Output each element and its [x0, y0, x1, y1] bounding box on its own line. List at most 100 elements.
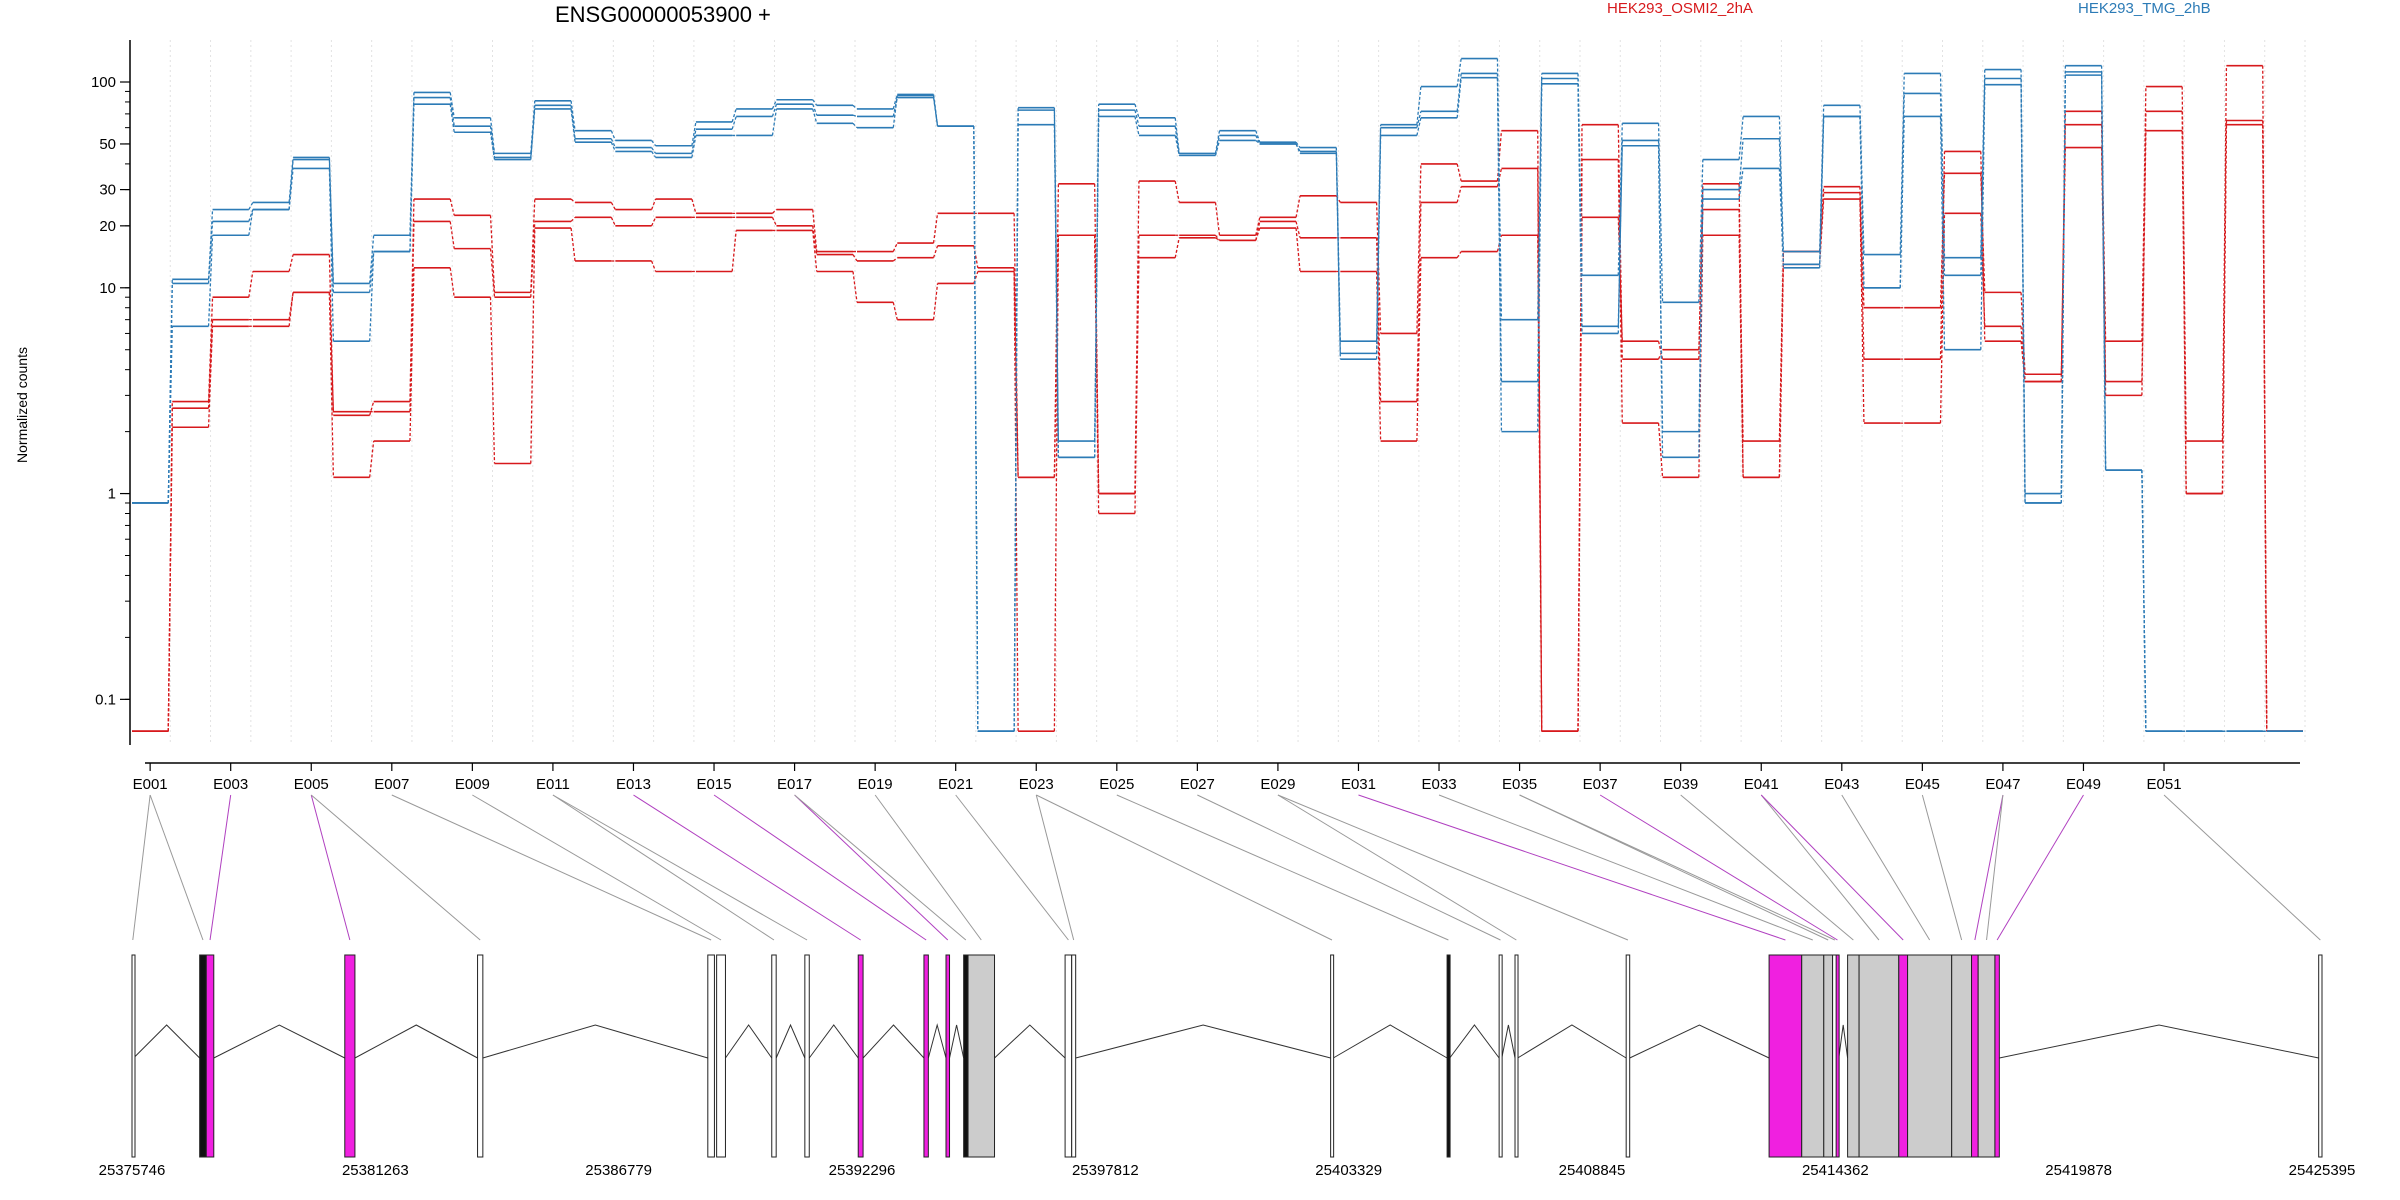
exon-label: E037 — [1583, 776, 1618, 793]
exon-box — [477, 954, 484, 1158]
exon-box — [1835, 954, 1840, 1158]
intron-line — [927, 1023, 947, 1059]
exon-connector — [1996, 794, 2084, 941]
legend-series-osmi2: HEK293_OSMI2_2hA — [1607, 0, 1753, 17]
exon-label: E021 — [938, 776, 973, 793]
legend-series-tmg: HEK293_TMG_2hB — [2078, 0, 2211, 17]
exon-box — [1446, 954, 1451, 1158]
exon-label: E049 — [2066, 776, 2101, 793]
genomic-coordinate: 25386779 — [585, 1162, 652, 1179]
exon-box — [1071, 954, 1077, 1158]
exon-box — [131, 954, 136, 1158]
intron-line — [1999, 1024, 2319, 1059]
exon-connector — [391, 794, 712, 941]
y-tick-label: 10 — [99, 280, 116, 297]
intron-line — [482, 1024, 708, 1059]
exon-connector — [713, 794, 927, 941]
exon-box — [963, 954, 969, 1158]
exon-label: E051 — [2147, 776, 2182, 793]
exon-connector — [310, 794, 351, 941]
intron-line — [354, 1024, 478, 1059]
exon-label: E005 — [294, 776, 329, 793]
exon-label: E007 — [374, 776, 409, 793]
intron-line — [1075, 1024, 1331, 1059]
exon-connector — [1760, 794, 1880, 941]
genomic-coordinate: 25381263 — [342, 1162, 409, 1179]
genomic-coordinate: 25419878 — [2045, 1162, 2112, 1179]
exon-box — [1064, 954, 1073, 1158]
exon-label: E025 — [1099, 776, 1134, 793]
exon-box — [1951, 954, 1973, 1158]
exon-connector — [1277, 794, 1517, 941]
exon-box — [771, 954, 777, 1158]
exon-label: E019 — [858, 776, 893, 793]
genomic-coordinate: 25375746 — [99, 1162, 166, 1179]
exon-label: E001 — [133, 776, 168, 793]
genomic-coordinate: 25392296 — [829, 1162, 896, 1179]
exon-connector — [1358, 794, 1786, 941]
exon-label: E017 — [777, 776, 812, 793]
exon-connector — [633, 794, 861, 941]
exon-box — [707, 954, 715, 1158]
exon-connector — [310, 794, 481, 941]
exon-connector — [1036, 794, 1333, 941]
exon-box — [1858, 954, 1900, 1158]
exon-connector — [1760, 794, 1904, 941]
exon-box — [804, 954, 810, 1158]
genomic-coordinate: 25397812 — [1072, 1162, 1139, 1179]
exon-box — [923, 954, 929, 1158]
exon-box — [199, 954, 207, 1158]
exon-box — [1514, 954, 1519, 1158]
exon-label: E031 — [1341, 776, 1376, 793]
exon-label: E003 — [213, 776, 248, 793]
y-tick-label: 20 — [99, 218, 116, 235]
exon-box — [1768, 954, 1803, 1158]
exon-box — [2318, 954, 2323, 1158]
exon-box — [1330, 954, 1335, 1158]
exon-label: E047 — [1985, 776, 2020, 793]
intron-line — [213, 1024, 346, 1059]
exon-connector — [472, 794, 722, 941]
exon-connector — [1277, 794, 1629, 941]
exon-connector — [552, 794, 808, 941]
exon-box — [1498, 954, 1503, 1158]
exon-connector — [955, 794, 1069, 941]
exon-connector — [209, 794, 232, 941]
exon-connector — [1841, 794, 1931, 941]
exon-connector — [1197, 794, 1501, 941]
exon-label: E023 — [1019, 776, 1054, 793]
genomic-coordinate: 25425395 — [2289, 1162, 2356, 1179]
intron-line — [1501, 1024, 1516, 1059]
exon-box — [857, 954, 864, 1158]
exon-label: E027 — [1180, 776, 1215, 793]
genomic-coordinate: 25408845 — [1559, 1162, 1626, 1179]
intron-line — [862, 1024, 925, 1059]
intron-line — [1838, 1024, 1849, 1059]
exon-connector — [794, 794, 949, 941]
exon-box — [716, 954, 726, 1158]
exon-box — [967, 954, 996, 1158]
genomic-coordinate: 25403329 — [1315, 1162, 1382, 1179]
exon-label: E015 — [697, 776, 732, 793]
exon-label: E035 — [1502, 776, 1537, 793]
exon-connector — [794, 794, 967, 941]
exon-label: E009 — [455, 776, 490, 793]
exon-box — [1898, 954, 1909, 1158]
exon-connector — [1986, 794, 2004, 941]
exon-connector — [2163, 794, 2321, 941]
exon-box — [344, 954, 356, 1158]
exon-connector — [132, 794, 151, 941]
exon-connector — [1438, 794, 1813, 941]
exon-label: E033 — [1422, 776, 1457, 793]
intron-line — [775, 1023, 806, 1059]
y-tick-label: 30 — [99, 182, 116, 199]
exon-connector — [874, 794, 982, 941]
y-tick-label: 0.1 — [95, 691, 116, 708]
intron-line — [994, 1024, 1066, 1059]
exon-label: E013 — [616, 776, 651, 793]
exon-box — [1994, 954, 2000, 1158]
exon-connector — [1921, 794, 1963, 941]
intron-line — [1333, 1024, 1448, 1059]
y-tick-label: 100 — [91, 74, 116, 91]
intron-line — [1517, 1024, 1627, 1059]
